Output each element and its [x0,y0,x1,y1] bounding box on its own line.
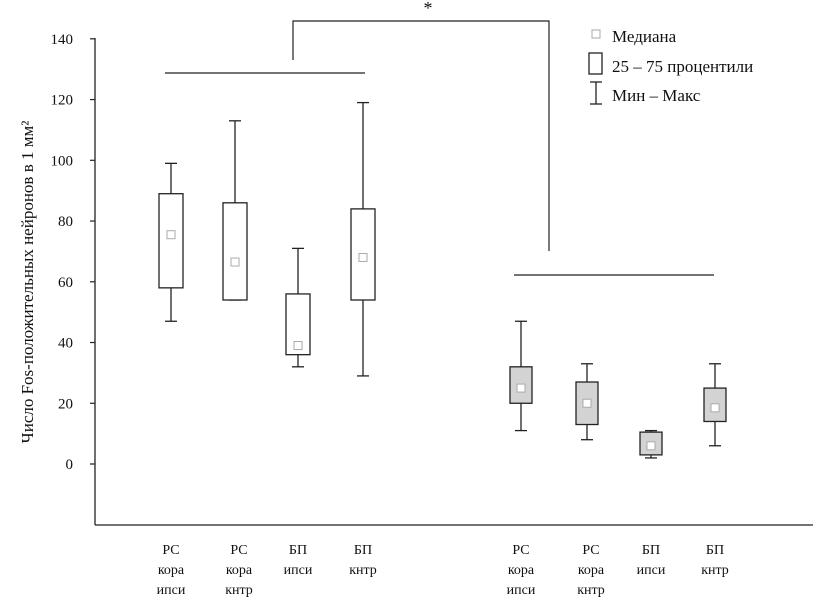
significance-star: * [424,0,433,18]
median-marker [293,341,303,351]
y-tick-label: 0 [66,457,74,473]
median-marker [230,257,240,267]
box-2-4 [703,363,727,447]
legend-box-label: 25 – 75 процентили [612,57,753,76]
y-tick-label: 120 [51,93,74,109]
category-label: БП [706,543,724,558]
category-label: РС [230,543,247,558]
legend-median-label: Медиана [612,27,677,46]
y-tick-label: 80 [58,214,73,230]
box-1-1 [158,162,184,322]
category-label: БП [642,543,660,558]
box-2-2 [575,363,599,441]
median-marker [582,398,592,408]
category-label: ипси [507,583,536,598]
legend-whisker-label: Мин – Макс [612,86,701,105]
category-label: кнтр [577,583,605,598]
category-label: БП [354,543,372,558]
median-marker [358,252,368,262]
legend: Медиана 25 – 75 процентили Мин – Макс [588,27,753,105]
median-marker [166,230,176,240]
y-tick-label: 40 [58,336,73,352]
category-label: РС [162,543,179,558]
y-tick-label: 140 [51,32,74,48]
category-label: БП [289,543,307,558]
iqr-box [158,193,184,289]
category-label: РС [582,543,599,558]
box-1-4 [350,101,376,377]
category-label: ипси [284,563,313,578]
median-marker [710,403,720,413]
legend-box-icon [588,52,603,75]
category-label: ипси [637,563,666,578]
median-marker [516,383,526,393]
iqr-box [222,202,248,301]
significance-bracket [292,20,550,251]
category-label: кора [578,563,605,578]
box-1-2 [222,120,248,301]
category-label: ипси [157,583,186,598]
y-tick-label: 20 [58,396,73,412]
category-label: кора [508,563,535,578]
category-label: кора [158,563,185,578]
legend-whisker-icon [590,81,602,105]
category-label: кнтр [225,583,253,598]
y-axis-label: Число Fos-положительных нейронов в 1 мм² [18,121,37,444]
category-label: кора [226,563,253,578]
y-tick-label: 60 [58,275,73,291]
y-tick-label: 100 [51,153,74,169]
category-label: кнтр [701,563,729,578]
box-1-3 [285,247,311,368]
legend-median-icon [591,29,601,39]
box-2-1 [509,320,533,432]
box-2-3 [639,429,663,459]
category-label: РС [512,543,529,558]
category-label: кнтр [349,563,377,578]
median-marker [646,441,656,451]
